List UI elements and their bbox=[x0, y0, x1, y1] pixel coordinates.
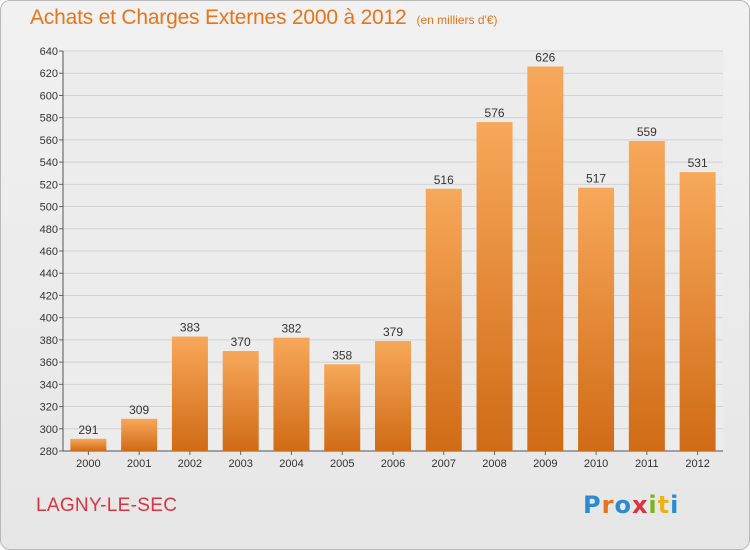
bar bbox=[476, 122, 513, 451]
bar bbox=[273, 337, 310, 451]
bar-value-label: 516 bbox=[434, 173, 454, 187]
logo-letter: i bbox=[648, 491, 658, 519]
chart-unit: (en milliers d'€) bbox=[416, 13, 498, 27]
logo-letter: x bbox=[631, 491, 649, 519]
chart-title-text: Achats et Charges Externes 2000 à 2012 bbox=[30, 6, 407, 29]
y-tick-label: 520 bbox=[40, 179, 58, 191]
x-tick-label: 2003 bbox=[228, 458, 252, 470]
bar-value-label: 626 bbox=[535, 51, 555, 65]
x-tick-label: 2012 bbox=[685, 458, 709, 470]
bar-value-label: 559 bbox=[637, 125, 657, 139]
bar bbox=[425, 188, 462, 451]
y-tick-label: 460 bbox=[40, 246, 58, 258]
y-tick-label: 560 bbox=[40, 135, 58, 147]
logo-letter: r bbox=[601, 491, 615, 519]
x-tick-label: 2011 bbox=[635, 458, 659, 470]
y-tick-label: 500 bbox=[40, 202, 58, 214]
y-tick-label: 540 bbox=[40, 157, 58, 169]
bar bbox=[222, 351, 259, 451]
x-tick-label: 2006 bbox=[381, 458, 405, 470]
bar-value-label: 383 bbox=[180, 321, 200, 335]
bar-value-label: 379 bbox=[383, 325, 403, 339]
bar-value-label: 358 bbox=[332, 348, 352, 362]
y-tick-label: 600 bbox=[40, 90, 58, 102]
logo-letter: P bbox=[583, 491, 602, 519]
x-tick-label: 2007 bbox=[432, 458, 456, 470]
x-tick-label: 2010 bbox=[584, 458, 608, 470]
y-tick-label: 380 bbox=[40, 335, 58, 347]
y-tick-label: 400 bbox=[40, 313, 58, 325]
bar bbox=[527, 66, 564, 452]
y-tick-label: 580 bbox=[40, 113, 58, 125]
logo-letter: t bbox=[657, 491, 671, 519]
x-tick-label: 2004 bbox=[279, 458, 303, 470]
bar-value-label: 309 bbox=[129, 403, 149, 417]
bar-value-label: 382 bbox=[281, 322, 301, 336]
bar-value-label: 576 bbox=[485, 106, 505, 120]
bar bbox=[578, 187, 615, 451]
y-tick-label: 320 bbox=[40, 402, 58, 414]
y-tick-label: 280 bbox=[40, 446, 58, 458]
bar bbox=[70, 438, 107, 451]
bar bbox=[121, 418, 158, 451]
x-tick-label: 2001 bbox=[127, 458, 151, 470]
y-tick-label: 640 bbox=[40, 46, 58, 58]
proxiti-logo[interactable]: Proxiti bbox=[583, 491, 679, 519]
y-tick-label: 620 bbox=[40, 68, 58, 80]
commune-name: LAGNY-LE-SEC bbox=[36, 495, 178, 516]
bar bbox=[375, 341, 411, 451]
y-tick-label: 480 bbox=[40, 224, 58, 236]
logo-letter: i bbox=[670, 491, 680, 519]
bar bbox=[628, 141, 665, 451]
bar bbox=[679, 172, 716, 451]
y-tick-label: 300 bbox=[40, 424, 58, 436]
x-tick-label: 2009 bbox=[533, 458, 557, 470]
bar bbox=[324, 364, 361, 451]
y-tick-label: 420 bbox=[40, 290, 58, 302]
logo-letter: o bbox=[614, 491, 632, 519]
y-tick-label: 360 bbox=[40, 357, 58, 369]
y-tick-label: 340 bbox=[40, 379, 58, 391]
bar-value-label: 517 bbox=[586, 172, 606, 186]
bar-value-label: 370 bbox=[231, 335, 251, 349]
x-tick-label: 2005 bbox=[330, 458, 354, 470]
bar-value-label: 531 bbox=[688, 156, 708, 170]
bar-value-label: 291 bbox=[78, 423, 98, 437]
y-tick-label: 440 bbox=[40, 268, 58, 280]
x-tick-label: 2002 bbox=[178, 458, 202, 470]
x-tick-label: 2000 bbox=[76, 458, 100, 470]
chart-title: Achats et Charges Externes 2000 à 2012 (e… bbox=[30, 6, 497, 30]
x-tick-label: 2008 bbox=[482, 458, 506, 470]
bar bbox=[171, 336, 208, 451]
